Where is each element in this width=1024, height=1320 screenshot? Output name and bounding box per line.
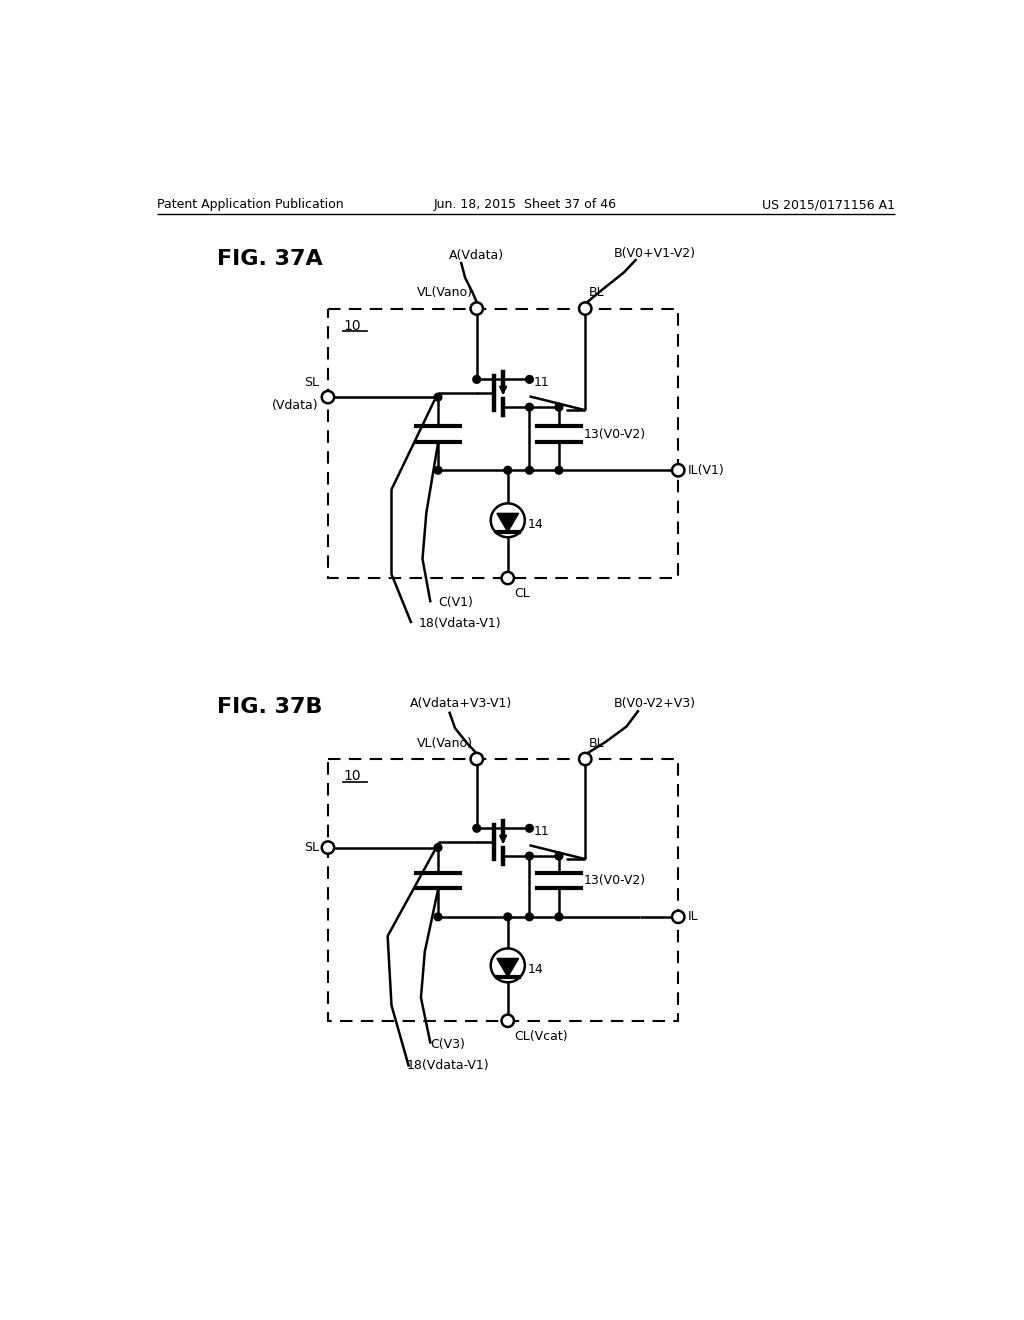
Polygon shape: [497, 513, 518, 532]
Text: 14: 14: [528, 962, 544, 975]
Text: IL: IL: [687, 911, 698, 924]
Circle shape: [434, 466, 442, 474]
Text: 18(Vdata-V1): 18(Vdata-V1): [419, 618, 502, 631]
Circle shape: [434, 913, 442, 921]
Text: 13(V0-V2): 13(V0-V2): [584, 428, 646, 441]
Circle shape: [525, 376, 534, 383]
Text: (Vdata): (Vdata): [272, 399, 318, 412]
Text: 13(V0-V2): 13(V0-V2): [584, 874, 646, 887]
Text: BL: BL: [589, 286, 605, 300]
Text: A(Vdata+V3-V1): A(Vdata+V3-V1): [411, 697, 512, 710]
Text: A(Vdata): A(Vdata): [450, 249, 504, 263]
Circle shape: [502, 572, 514, 585]
Bar: [328, 759, 678, 1020]
Circle shape: [504, 466, 512, 474]
Circle shape: [672, 465, 684, 477]
Text: CL: CL: [514, 587, 529, 601]
Text: VL(Vano): VL(Vano): [417, 737, 473, 750]
Text: FIG. 37A: FIG. 37A: [217, 249, 323, 269]
Circle shape: [525, 466, 534, 474]
Circle shape: [525, 404, 534, 411]
Text: C(V3): C(V3): [430, 1038, 465, 1051]
Text: 10: 10: [343, 770, 361, 783]
Circle shape: [322, 391, 334, 404]
Circle shape: [525, 913, 534, 921]
Text: C(V1): C(V1): [438, 595, 473, 609]
Text: US 2015/0171156 A1: US 2015/0171156 A1: [762, 198, 895, 211]
Circle shape: [555, 913, 563, 921]
Text: 14: 14: [528, 517, 544, 531]
Circle shape: [471, 302, 483, 314]
Circle shape: [579, 752, 592, 766]
Polygon shape: [497, 958, 518, 977]
Circle shape: [502, 1015, 514, 1027]
Text: VL(Vano): VL(Vano): [417, 286, 473, 300]
Circle shape: [672, 911, 684, 923]
Text: Patent Application Publication: Patent Application Publication: [158, 198, 344, 211]
Text: FIG. 37B: FIG. 37B: [217, 697, 323, 717]
Bar: [328, 309, 678, 578]
Text: CL(Vcat): CL(Vcat): [514, 1030, 567, 1043]
Circle shape: [473, 825, 480, 832]
Text: B(V0-V2+V3): B(V0-V2+V3): [614, 697, 696, 710]
Circle shape: [434, 843, 442, 851]
Text: IL(V1): IL(V1): [687, 463, 724, 477]
Text: BL: BL: [589, 737, 605, 750]
Circle shape: [555, 404, 563, 411]
Text: SL: SL: [304, 841, 318, 854]
Text: 11: 11: [534, 376, 549, 389]
Text: 10: 10: [343, 318, 361, 333]
Text: 18(Vdata-V1): 18(Vdata-V1): [407, 1059, 489, 1072]
Circle shape: [473, 376, 480, 383]
Text: 11: 11: [534, 825, 549, 838]
Text: SL: SL: [304, 376, 318, 389]
Circle shape: [555, 466, 563, 474]
Circle shape: [555, 853, 563, 859]
Circle shape: [525, 853, 534, 859]
Circle shape: [504, 913, 512, 921]
Text: B(V0+V1-V2): B(V0+V1-V2): [614, 247, 696, 260]
Text: Jun. 18, 2015  Sheet 37 of 46: Jun. 18, 2015 Sheet 37 of 46: [433, 198, 616, 211]
Circle shape: [434, 393, 442, 401]
Circle shape: [525, 825, 534, 832]
Circle shape: [471, 752, 483, 766]
Circle shape: [322, 841, 334, 854]
Circle shape: [579, 302, 592, 314]
